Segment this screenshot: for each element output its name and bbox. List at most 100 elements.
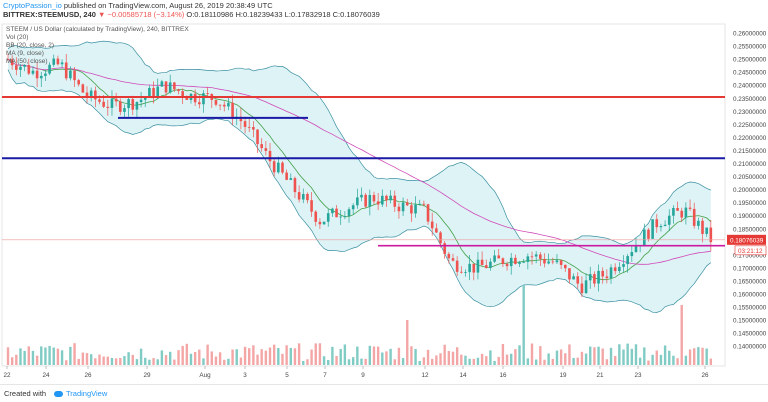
volume-bar <box>139 348 143 365</box>
volume-bar <box>10 357 14 365</box>
candle-body <box>326 213 330 222</box>
candle-body <box>688 207 692 209</box>
volume-bar <box>372 346 376 365</box>
time-tick-label: 22 <box>3 372 11 379</box>
candle-body <box>622 264 625 267</box>
candle-body <box>60 62 64 65</box>
candle-body <box>672 208 675 216</box>
candle-body <box>127 99 130 109</box>
volume-bar <box>127 352 130 365</box>
volume-bar <box>485 356 488 365</box>
candle-body <box>139 99 143 103</box>
price-chart[interactable]: 0.26000000 0.25500000 0.25000000 0.24500000… <box>0 20 768 380</box>
volume-bar <box>543 359 546 365</box>
volume-bar <box>168 351 172 365</box>
time-tick-label: 12 <box>421 372 429 379</box>
volume-bar <box>347 359 351 365</box>
candle-body <box>264 148 268 151</box>
volume-bar <box>572 357 575 365</box>
volume-bar <box>193 351 197 365</box>
price-tick-label: 0.23500000 <box>733 96 767 103</box>
price-tick-label: 0.15500000 <box>733 305 767 312</box>
volume-bar <box>306 359 309 365</box>
volume-bar <box>327 359 330 365</box>
candle-body <box>214 100 218 105</box>
volume-bar <box>630 348 634 365</box>
volume-bar <box>85 353 89 365</box>
volume-bar <box>709 358 713 365</box>
candle-body <box>222 104 226 107</box>
candle-body <box>177 89 180 92</box>
price-tick-label: 0.15000000 <box>733 318 767 325</box>
candle-body <box>522 261 525 263</box>
volume-bar <box>368 345 372 365</box>
price-tick-label: 0.25500000 <box>733 44 767 51</box>
candle-body <box>489 261 492 268</box>
candle-body <box>684 207 688 218</box>
volume-bar <box>223 359 226 365</box>
time-tick-label: 29 <box>143 372 151 379</box>
time-tick-label: 16 <box>499 372 507 379</box>
volume-bar <box>189 353 193 365</box>
volume-bar <box>655 350 658 365</box>
volume-bar <box>73 343 76 365</box>
plot-area <box>1 23 726 367</box>
volume-bar <box>634 344 638 365</box>
current-price-text: 0.18076039 <box>730 237 764 244</box>
candle-body <box>472 263 476 273</box>
volume-bar <box>335 355 338 365</box>
volume-bar <box>185 343 189 365</box>
candle-body <box>110 98 114 108</box>
volume-bar <box>439 353 442 365</box>
candle-body <box>376 201 380 205</box>
volume-bar <box>422 357 426 365</box>
symbol-line: BITTREX:STEEMUSD, 240 ▼ −0.00585718 (−3.… <box>3 10 380 19</box>
candle-body <box>518 262 521 264</box>
candle-body <box>418 203 422 205</box>
time-tick-label: 26 <box>701 372 709 379</box>
candle-body <box>609 267 613 279</box>
volume-bar <box>414 348 417 365</box>
volume-bar <box>693 348 696 365</box>
volume-bar <box>530 343 534 365</box>
volume-bar <box>248 348 251 365</box>
candle-body <box>368 194 372 207</box>
volume-bar <box>297 343 301 365</box>
candle-body <box>48 64 51 74</box>
candle-body <box>260 144 263 149</box>
volume-bar <box>15 354 18 365</box>
volume-bar <box>435 355 438 365</box>
volume-bar <box>472 358 475 365</box>
candle-body <box>709 227 713 243</box>
volume-bar <box>480 353 484 365</box>
volume-bar <box>343 344 347 365</box>
volume-bar <box>331 346 334 365</box>
volume-bar <box>235 349 238 365</box>
candle-body <box>56 58 60 65</box>
candle-body <box>439 232 442 244</box>
volume-bar <box>148 359 151 365</box>
candle-body <box>530 256 534 258</box>
volume-bar <box>672 355 675 365</box>
candle-body <box>15 65 18 70</box>
volume-bar <box>518 345 521 365</box>
tradingview-brand[interactable]: TradingView <box>54 389 107 398</box>
ma50-line <box>7 58 711 265</box>
volume-bar <box>31 350 35 365</box>
candle-body <box>81 84 85 93</box>
volume-bar <box>218 352 222 365</box>
author-link[interactable]: CryptoPassion_io <box>3 1 62 10</box>
candle-body <box>493 255 496 262</box>
price-tick-label: 0.16500000 <box>733 278 767 285</box>
candle-body <box>31 70 35 74</box>
volume-bar <box>597 346 600 365</box>
candle-body <box>343 216 347 217</box>
volume-bar <box>676 358 679 365</box>
volume-bar <box>659 354 663 365</box>
candle-body <box>476 259 480 273</box>
candle-body <box>89 90 93 98</box>
volume-bar <box>688 349 692 365</box>
volume-bar <box>293 348 297 365</box>
ohlc-text: O:0.18110986 H:0.18239433 L:0.17832918 C… <box>186 10 380 19</box>
candle-body <box>597 270 600 284</box>
